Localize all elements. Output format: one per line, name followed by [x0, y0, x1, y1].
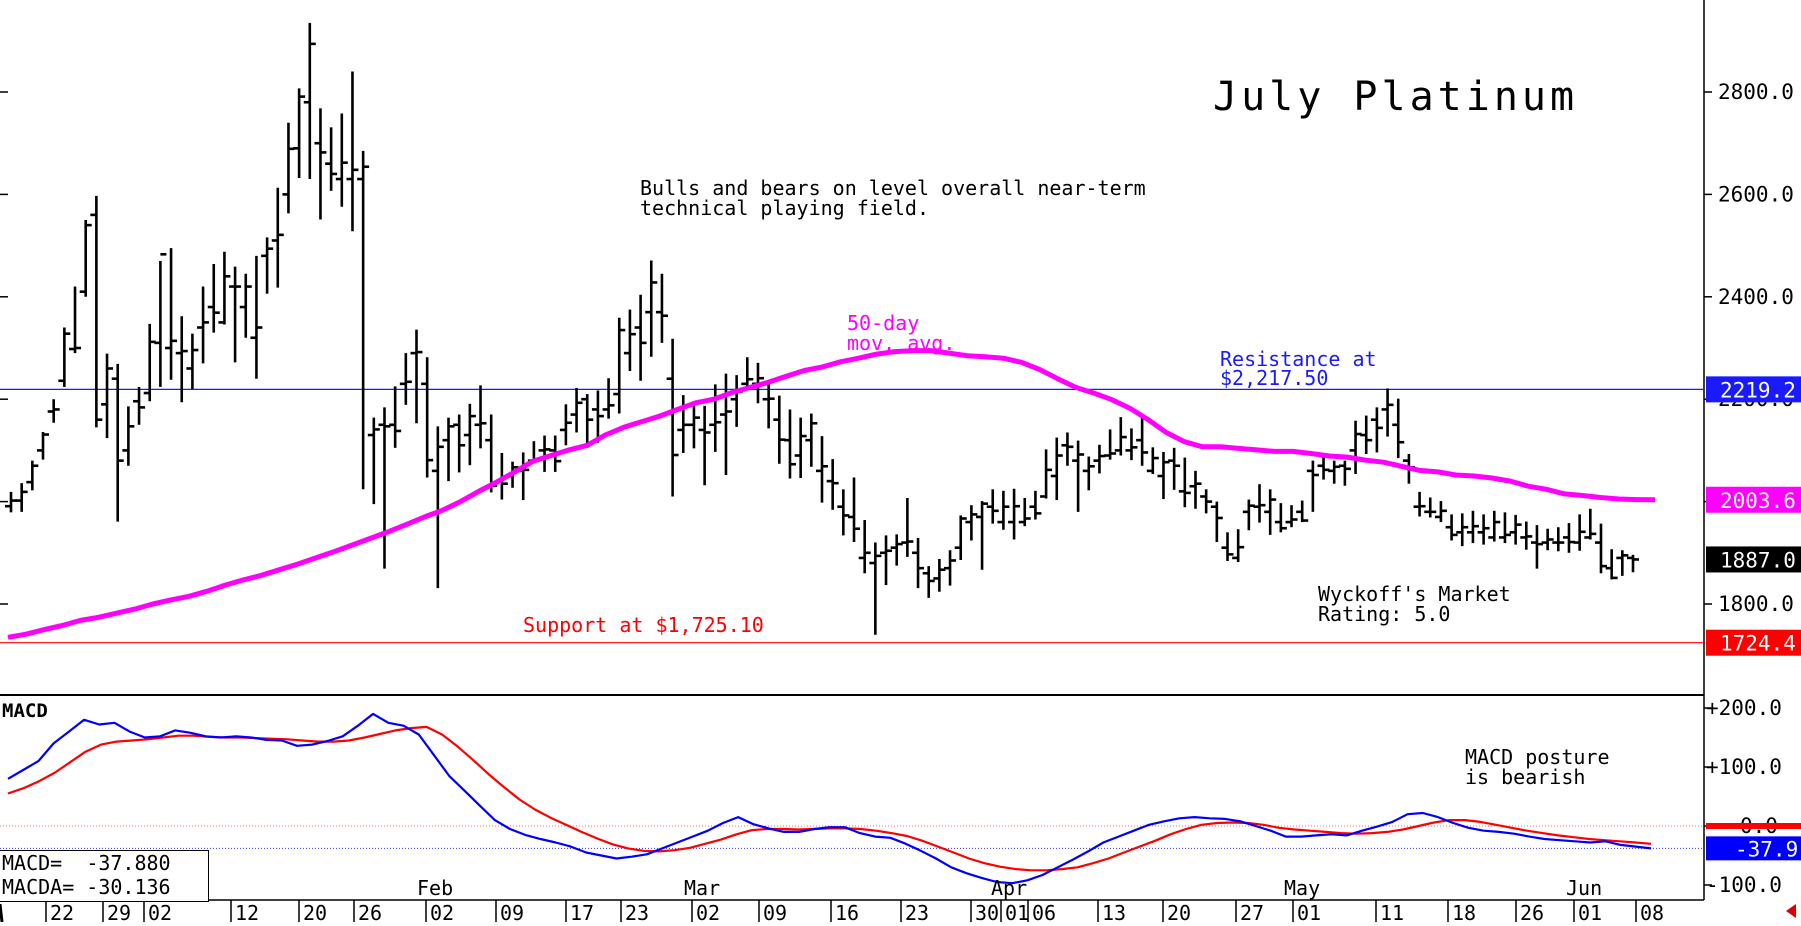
support-label: Support at $1,725.10: [523, 613, 764, 637]
macd-tick-label: -100.0: [1706, 873, 1782, 897]
price-tick-label: 2800.0: [1718, 80, 1794, 104]
macd-last-flag-label: -37.9: [1735, 837, 1798, 861]
support-value-flag-box: [1706, 629, 1801, 656]
date-tick-label: 01: [1005, 901, 1029, 922]
date-tick-label: 06: [1032, 901, 1056, 922]
resistance-label: Resistance at $2,217.50: [1220, 347, 1377, 390]
date-tick-label: 09: [763, 901, 787, 922]
scroll-left-icon: [1786, 904, 1796, 918]
date-tick-label: 16: [835, 901, 859, 922]
date-tick-label: 20: [1167, 901, 1191, 922]
macd-zero-flag: [1706, 823, 1801, 829]
macd-last-flag-box: [1706, 836, 1801, 861]
date-tick-label: 22: [50, 901, 74, 922]
last-price-flag-box: [1706, 546, 1801, 573]
date-tick-label: 12: [235, 901, 259, 922]
date-tick-label: 23: [905, 901, 929, 922]
date-tick-label: 01: [1297, 901, 1321, 922]
date-tick-label: 29: [107, 901, 131, 922]
left-edge-tick: [0, 903, 4, 923]
month-label: Jun: [1566, 876, 1602, 900]
resistance-value-flag-box: [1706, 376, 1801, 403]
date-tick-label: 26: [358, 901, 382, 922]
macd-line: [7, 712, 1652, 885]
last-price-flag-label: 1887.0: [1720, 548, 1796, 572]
month-label: May: [1284, 876, 1320, 900]
price-tick-label: 2600.0: [1718, 182, 1794, 206]
moving-average-line: [7, 348, 1656, 640]
date-tick-label: 02: [430, 901, 454, 922]
macd-tick-label: +200.0: [1706, 696, 1782, 720]
date-tick-label: 08: [1640, 901, 1664, 922]
macda-line: [7, 725, 1652, 872]
date-tick-label: 30: [975, 901, 999, 922]
date-tick-label: 02: [696, 901, 720, 922]
month-label: Mar: [684, 876, 720, 900]
ma-value-flag-box: [1706, 486, 1801, 513]
moving-average-label: 50-day mov. avg.: [847, 311, 955, 355]
ohlc-bars: [5, 22, 1639, 635]
date-tick-label: 17: [570, 901, 594, 922]
macda-readout: MACDA= -30.136: [2, 875, 171, 899]
date-tick-label: 09: [500, 901, 524, 922]
macd-readout: MACD= -37.880: [2, 851, 171, 875]
date-tick-label: 11: [1380, 901, 1404, 922]
resistance-value-flag-label: 2219.2: [1720, 378, 1796, 402]
price-tick-label: 2400.0: [1718, 285, 1794, 309]
wyckoff-rating-label: Wyckoff's Market Rating: 5.0: [1318, 582, 1511, 626]
date-tick-label: 27: [1240, 901, 1264, 922]
chart-title: July Platinum: [1213, 74, 1578, 120]
support-value-flag-label: 1724.4: [1720, 632, 1796, 656]
ma-value-flag-label: 2003.6: [1720, 489, 1796, 513]
date-tick-label: 18: [1452, 901, 1476, 922]
price-tick-label: 1800.0: [1718, 592, 1794, 616]
macd-panel-title: MACD: [2, 700, 48, 722]
macd-readout-box: MACD= -37.880 MACDA= -30.136: [0, 850, 209, 902]
date-tick-label: 02: [148, 901, 172, 922]
date-tick-label: 26: [1520, 901, 1544, 922]
commentary-annotation: Bulls and bears on level overall near-te…: [640, 176, 1146, 220]
date-tick-label: 20: [303, 901, 327, 922]
macd-posture-label: MACD posture is bearish: [1465, 745, 1610, 789]
month-label: Feb: [417, 876, 453, 900]
month-label: Apr: [991, 876, 1027, 900]
macd-tick-label: +100.0: [1706, 755, 1782, 779]
date-tick-label: 23: [625, 901, 649, 922]
date-tick-label: 13: [1102, 901, 1126, 922]
date-tick-label: 01: [1578, 901, 1602, 922]
